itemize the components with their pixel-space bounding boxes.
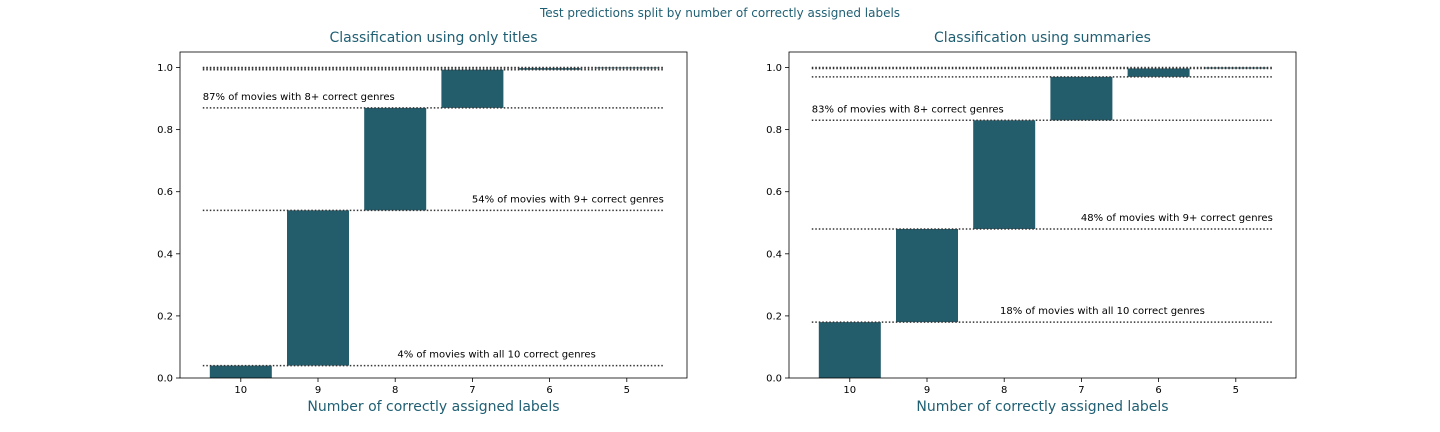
- annotation: 4% of movies with all 10 correct genres: [397, 350, 595, 361]
- x-tick-label: 9: [315, 385, 321, 396]
- annotation: 54% of movies with 9+ correct genres: [472, 194, 664, 205]
- bar-6: [1127, 68, 1190, 77]
- y-tick-label: 0.6: [766, 187, 782, 198]
- chart-panel-2: 0.0 0.2 0.4 0.6 0.8 1.0 10 9 8 7 6 5 Classification …: [766, 30, 1297, 415]
- x-tick-label: 7: [1078, 385, 1084, 396]
- bar-9: [287, 210, 349, 366]
- x-tick-label: 5: [624, 385, 630, 396]
- chart-title: Classification using only titles: [329, 30, 537, 46]
- bar-8: [364, 107, 427, 211]
- y-tick-label: 0.6: [157, 187, 173, 198]
- figure-suptitle: Test predictions split by number of corr…: [539, 6, 901, 20]
- bar-8: [973, 120, 1036, 229]
- bar-7: [1050, 76, 1113, 121]
- x-tick-label: 10: [234, 385, 247, 396]
- annotation: 18% of movies with all 10 correct genres: [1000, 306, 1205, 317]
- bar-10: [818, 322, 881, 378]
- y-tick-label: 0.8: [157, 125, 173, 136]
- y-tick-label: 0.0: [157, 374, 173, 385]
- annotation: 48% of movies with 9+ correct genres: [1081, 213, 1273, 224]
- annotation: 87% of movies with 8+ correct genres: [203, 92, 395, 103]
- bar-10: [209, 365, 272, 378]
- chart-panel-1: 0.0 0.2 0.4 0.6 0.8 1.0 10 9 8 7 6 5 Classification …: [157, 30, 688, 415]
- x-tick-label: 6: [1155, 385, 1161, 396]
- x-tick-label: 8: [392, 385, 398, 396]
- x-tick-label: 8: [1001, 385, 1007, 396]
- y-tick-label: 0.8: [766, 125, 782, 136]
- plot-frame: [788, 51, 1297, 379]
- x-tick-label: 7: [469, 385, 475, 396]
- y-tick-label: 0.2: [157, 311, 173, 322]
- bar-7: [441, 69, 504, 108]
- x-tick-label: 9: [924, 385, 930, 396]
- bar-6: [518, 68, 581, 70]
- chart-title: Classification using summaries: [934, 30, 1151, 46]
- x-axis-label: Number of correctly assigned labels: [916, 399, 1168, 415]
- y-tick-label: 0.4: [766, 249, 782, 260]
- x-axis-label: Number of correctly assigned labels: [307, 399, 559, 415]
- y-tick-label: 0.4: [157, 249, 173, 260]
- y-tick-label: 0.2: [766, 311, 782, 322]
- x-tick-label: 6: [546, 385, 552, 396]
- bar-9: [896, 228, 958, 323]
- x-tick-label: 5: [1233, 385, 1239, 396]
- plot-frame: [179, 51, 688, 379]
- y-tick-label: 1.0: [766, 63, 782, 74]
- y-tick-label: 1.0: [157, 63, 173, 74]
- x-tick-label: 10: [843, 385, 856, 396]
- annotation: 83% of movies with 8+ correct genres: [812, 104, 1004, 115]
- y-tick-label: 0.0: [766, 374, 782, 385]
